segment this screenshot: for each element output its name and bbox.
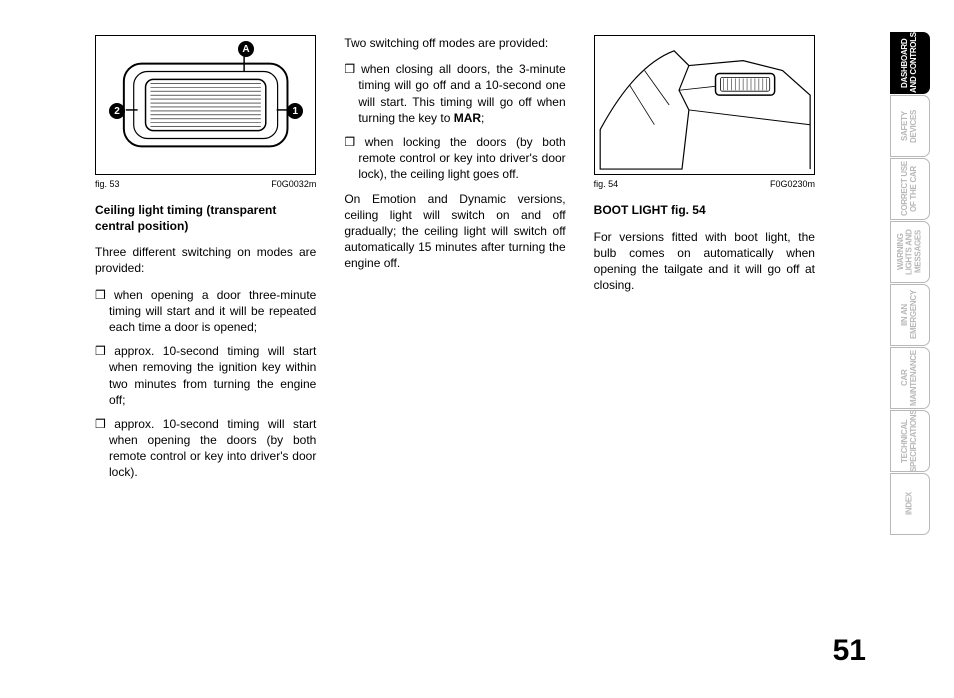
bullet-5: when locking the doors (by both remote c…	[344, 134, 565, 183]
tab-dashboard[interactable]: DASHBOARD AND CONTROLS	[890, 32, 930, 94]
callout-A: A	[238, 41, 254, 57]
tab-maintenance[interactable]: CAR MAINTENANCE	[890, 347, 930, 409]
column-2: Two switching off modes are provided: wh…	[344, 35, 565, 489]
boot-light-illustration	[595, 36, 814, 174]
side-tabs: DASHBOARD AND CONTROLS SAFETY DEVICES CO…	[890, 32, 930, 536]
tab-index[interactable]: INDEX	[890, 473, 930, 535]
heading-boot-light: BOOT LIGHT fig. 54	[594, 203, 815, 219]
para-boot: For versions fitted with boot light, the…	[594, 229, 815, 294]
tab-emergency[interactable]: IIN AN EMERGENCY	[890, 284, 930, 346]
column-1: A 1 2 fig. 53 F0G0032m Ceiling light tim…	[95, 35, 316, 489]
callout-2: 2	[109, 103, 125, 119]
page-number: 51	[833, 634, 866, 668]
intro-para: Three different switching on modes are p…	[95, 244, 316, 276]
bullet-3: approx. 10-second timing will start when…	[95, 416, 316, 481]
ceiling-light-illustration	[96, 36, 315, 174]
tab-specifications[interactable]: TECHNICAL SPECIFICATIONS	[890, 410, 930, 472]
para-emotion: On Emotion and Dynamic versions, ceiling…	[344, 191, 565, 272]
column-3: fig. 54 F0G0230m BOOT LIGHT fig. 54 For …	[594, 35, 815, 489]
figure-54	[594, 35, 815, 175]
bullet-2: approx. 10-second timing will start when…	[95, 343, 316, 408]
figure-53-caption: fig. 53 F0G0032m	[95, 179, 316, 189]
tab-warning[interactable]: WARNING LIGHTS AND MESSAGES	[890, 221, 930, 283]
bullet-1: when opening a door three-minute timing …	[95, 287, 316, 336]
tab-correct-use[interactable]: CORRECT USE OF THE CAR	[890, 158, 930, 220]
figure-53: A 1 2	[95, 35, 316, 175]
b1-strong: MAR	[454, 111, 481, 125]
intro-para-2: Two switching off modes are provided:	[344, 35, 565, 51]
bullet-4: when closing all doors, the 3-minute tim…	[344, 61, 565, 126]
main-content: A 1 2 fig. 53 F0G0032m Ceiling light tim…	[95, 35, 815, 489]
b1-post: ;	[481, 111, 484, 125]
fig-label: fig. 54	[594, 179, 619, 189]
fig-code: F0G0032m	[271, 179, 316, 189]
fig-code: F0G0230m	[770, 179, 815, 189]
tab-safety[interactable]: SAFETY DEVICES	[890, 95, 930, 157]
heading-ceiling-timing: Ceiling light timing (transparent centra…	[95, 203, 316, 234]
fig-label: fig. 53	[95, 179, 120, 189]
figure-54-caption: fig. 54 F0G0230m	[594, 179, 815, 189]
